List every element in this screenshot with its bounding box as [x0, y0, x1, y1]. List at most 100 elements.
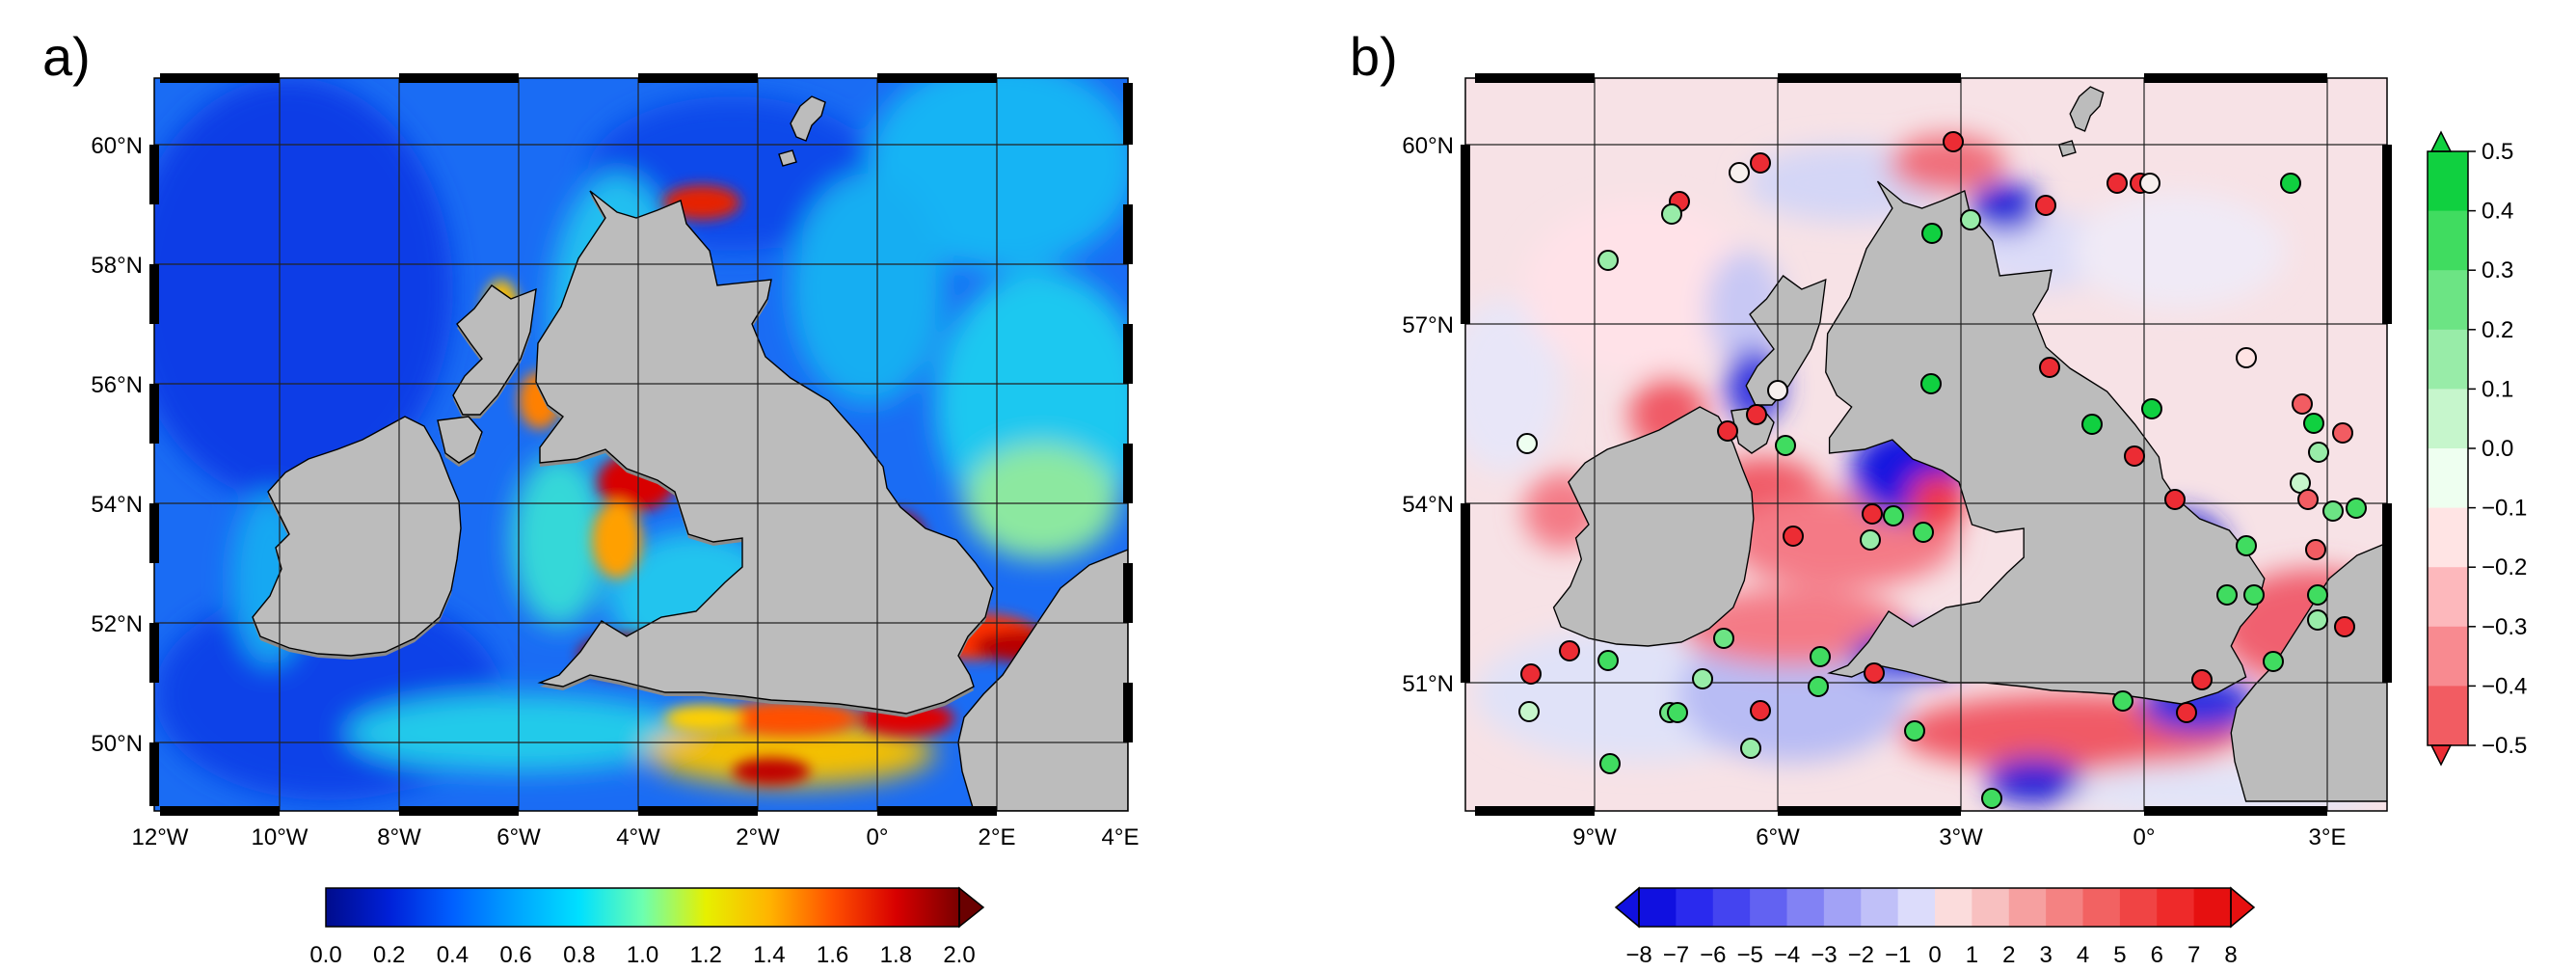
lon-label: 3°W [1939, 824, 1983, 850]
lon-label: 0° [867, 824, 889, 850]
station-marker [1597, 250, 1619, 271]
colorbar-swatch [2428, 567, 2468, 628]
colorbar-tick-label: −6 [1700, 942, 1726, 968]
colorbar-tick-label: 0.5 [2482, 139, 2513, 165]
station-marker [1717, 420, 1738, 442]
station-marker [2292, 393, 2313, 415]
colorbar-swatch [1897, 888, 1936, 927]
station-marker [2035, 195, 2056, 216]
colorbar-tick-label: 0.1 [2482, 376, 2513, 402]
station-marker [2308, 442, 2329, 463]
colorbar-tick-label: −0.4 [2482, 673, 2527, 699]
station-marker [2322, 500, 2344, 522]
station-marker [2112, 690, 2133, 712]
station-marker [1864, 662, 1885, 684]
colorbar-tick-label: 0.0 [309, 942, 341, 968]
colorbar-swatch [2157, 888, 2195, 927]
station-marker [1775, 435, 1796, 456]
colorbar-tick-label: 1.2 [690, 942, 722, 968]
colorbar-tick-label: 0.3 [2482, 257, 2513, 283]
station-marker [1740, 738, 1761, 759]
colorbar-tick-label: −4 [1774, 942, 1800, 968]
colorbar-swatch [1823, 888, 1862, 927]
lon-label: 4°W [616, 824, 660, 850]
panel-a-colorbar: 0.0 0.2 0.4 0.6 0.8 1.0 1.2 1.4 1.6 1.8 2.0 [309, 886, 985, 968]
station-marker [1750, 152, 1771, 174]
colorbar-tick-label: 8 [2224, 942, 2237, 968]
station-marker [1520, 663, 1542, 685]
lon-label: 3°E [2309, 824, 2347, 850]
station-marker [2346, 498, 2367, 519]
station-marker [2243, 584, 2265, 606]
station-marker [1518, 701, 1540, 722]
colorbar-swatch [1676, 888, 1714, 927]
station-marker [2332, 422, 2353, 444]
panel-b-bottom-colorbar: −8 −7 −6 −5 −4 −3 −2 −1 0 1 2 3 4 5 6 7 8 [1614, 886, 2256, 968]
panel-a-lat-labels: 60°N 58°N 56°N 54°N 52°N 50°N [91, 133, 143, 757]
station-marker [1860, 529, 1881, 551]
panel-a-label: a) [42, 26, 91, 87]
station-marker [1810, 646, 1831, 667]
station-marker [2124, 445, 2145, 467]
panel-b-right-colorbar: 0.5 0.4 0.3 0.2 0.1 0.0 −0.1 −0.2 −0.3 −0.4 −0.5 [2427, 130, 2527, 767]
panel-a-gridlines [154, 78, 1128, 811]
station-marker [1559, 640, 1580, 661]
colorbar-arrow-min [2429, 744, 2453, 767]
colorbar-tick-label: 1.0 [627, 942, 658, 968]
colorbar-tick-label: −3 [1811, 942, 1837, 968]
colorbar-tick-label: 4 [2077, 942, 2089, 968]
station-marker [1913, 522, 1934, 543]
station-marker [2305, 539, 2326, 560]
colorbar-tick-label: −2 [1848, 942, 1874, 968]
panel-b-border-ticks [1461, 73, 2392, 816]
lon-label: 2°E [979, 824, 1016, 850]
colorbar-arrow-max [2429, 130, 2453, 152]
colorbar-swatch [2428, 210, 2468, 271]
colorbar-swatch [2193, 888, 2232, 927]
colorbar-swatch [1786, 888, 1825, 927]
station-marker [2303, 413, 2324, 434]
colorbar-tick-label: 0.4 [437, 942, 469, 968]
colorbar-swatch [2428, 389, 2468, 449]
lat-label: 50°N [91, 731, 143, 757]
colorbar-tick-label: 2.0 [943, 942, 975, 968]
colorbar-swatch [1639, 888, 1677, 927]
colorbar-tick-label: 1.4 [753, 942, 785, 968]
colorbar-tick-label: 1.8 [880, 942, 912, 968]
lon-label: 6°W [1756, 824, 1800, 850]
colorbar-tick-label: −0.5 [2482, 733, 2527, 759]
station-marker [1920, 373, 1942, 394]
lat-label: 51°N [1402, 671, 1454, 697]
colorbar-tick-label: −1 [1885, 942, 1911, 968]
lon-label: 6°W [496, 824, 541, 850]
station-marker [1692, 668, 1713, 689]
colorbar-tick-label: 3 [2039, 942, 2052, 968]
colorbar-tick-label: 7 [2187, 942, 2200, 968]
colorbar-tick-label: −5 [1736, 942, 1762, 968]
station-marker [1883, 505, 1904, 526]
colorbar-frame [1638, 887, 2232, 928]
colorbar-swatch [1972, 888, 2010, 927]
colorbar-swatch [1750, 888, 1787, 927]
station-marker [2236, 347, 2257, 368]
station-marker [2176, 702, 2197, 723]
panel-b-gridlines [1465, 78, 2387, 811]
colorbar-tick-label: −8 [1625, 942, 1651, 968]
lon-label: 9°W [1572, 824, 1617, 850]
colorbar-swatch [2428, 686, 2468, 746]
colorbar-tick-label: 1.6 [817, 942, 848, 968]
colorbar-swatch [2046, 888, 2083, 927]
colorbar-tick-label: 6 [2151, 942, 2163, 968]
station-marker [2307, 609, 2328, 631]
colorbar-swatch [2428, 329, 2468, 390]
colorbar-tick-label: 0.6 [499, 942, 531, 968]
colorbar-tick-label: 1 [1966, 942, 1978, 968]
station-marker [1921, 223, 1943, 244]
colorbar-tick-label: 0.0 [2482, 436, 2513, 462]
colorbar-tick-label: −0.3 [2482, 614, 2527, 640]
station-marker [2141, 398, 2162, 419]
colorbar-swatch [1935, 888, 1972, 927]
panel-a: a) [42, 26, 1139, 968]
station-marker [1597, 650, 1619, 671]
lat-label: 60°N [1402, 133, 1454, 159]
